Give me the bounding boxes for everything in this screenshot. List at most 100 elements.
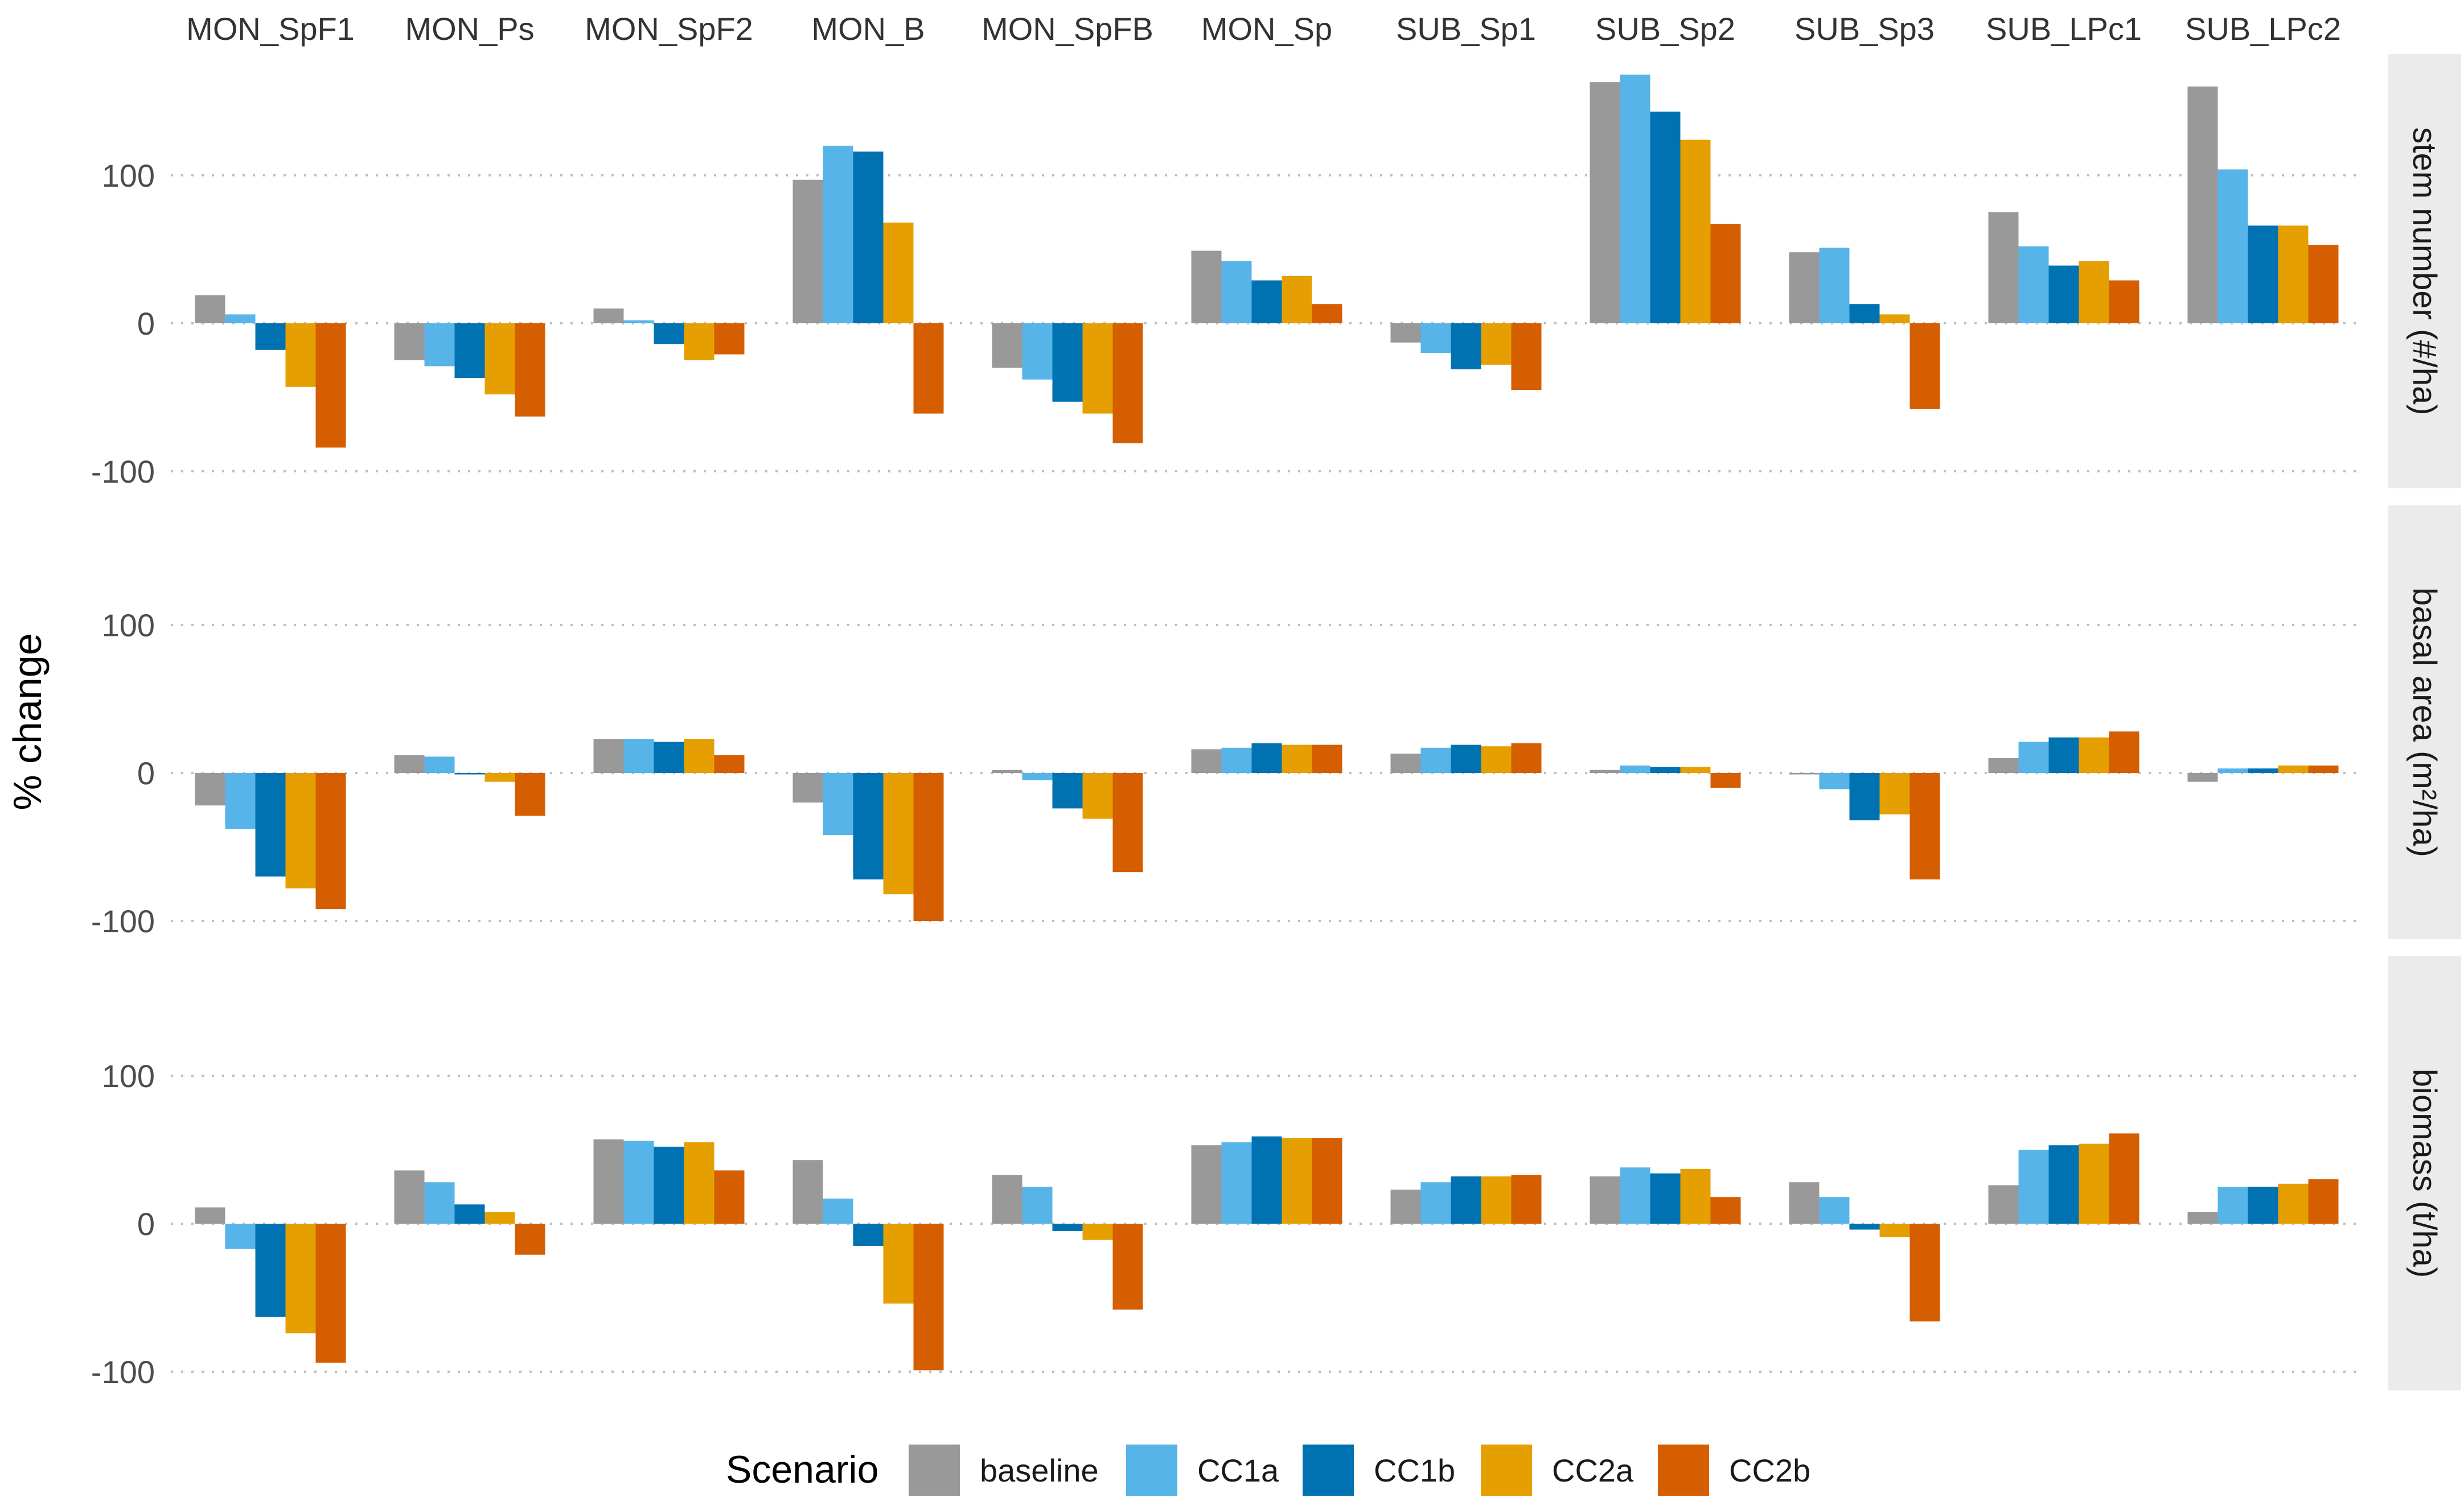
bar [1420,747,1451,773]
bar [1650,767,1681,773]
bar [2248,768,2278,773]
bar [1022,323,1053,380]
bar [992,770,1022,773]
bar [593,739,624,773]
bar [1909,1224,1940,1322]
legend-swatch [1303,1445,1354,1496]
bar [315,323,346,448]
bar [1221,1142,1252,1224]
bar [394,755,425,773]
bar [1420,323,1451,353]
y-tick-label: 100 [102,607,155,643]
bar [792,179,823,323]
bar [1988,1185,2019,1224]
panel-strip [2388,956,2461,1390]
bar [2187,87,2218,323]
bar [1849,1224,1880,1230]
bar [714,755,745,773]
bar [1849,773,1880,821]
bar [1251,280,1282,323]
bar [285,323,316,387]
bar [424,1182,455,1224]
bar [1282,1138,1312,1224]
bar [2079,261,2109,323]
bar [883,1224,914,1304]
bar [1112,773,1143,873]
bar [1191,749,1222,773]
bar [1590,82,1620,323]
category-header: SUB_LPc1 [1986,11,2142,47]
bar [913,323,944,414]
y-axis-tick-labels: -100 0 100 -100 0 100 -100 0 100 [91,158,155,1390]
bar [1022,1187,1053,1224]
bar [1511,323,1542,390]
bar [1251,1136,1282,1224]
bar [1052,773,1083,809]
category-header: MON_SpF2 [585,11,753,47]
bar [1819,773,1850,789]
bar [2048,737,2079,773]
bar [1221,747,1252,773]
legend-entry-label: CC1a [1197,1452,1279,1488]
bar [684,739,714,773]
bar [1710,224,1741,323]
bar [285,773,316,888]
bar [1650,1173,1681,1224]
bar [1680,1168,1711,1224]
category-header: SUB_Sp1 [1396,11,1536,47]
bar [195,773,225,806]
bar [823,1198,853,1224]
bar [654,1146,684,1224]
bar [2048,1145,2079,1224]
panel-strip-label: stem number (#/ha) [2406,127,2443,415]
bar [1312,744,1342,773]
bar [1879,314,1910,323]
bar [1620,1167,1650,1224]
bar [1511,1175,1542,1224]
y-tick-label: 0 [137,306,155,341]
bar [2109,280,2139,323]
bar [823,773,853,836]
bar [454,773,485,775]
bar [1710,1197,1741,1224]
legend-swatch [1126,1445,1177,1496]
bar [1451,323,1481,369]
bar [853,773,884,880]
bars [195,75,2339,1371]
bar [1221,261,1252,323]
bar [454,1204,485,1224]
bar [2109,731,2139,773]
bar [1789,773,1820,775]
bar [2308,1179,2339,1224]
category-header: SUB_LPc2 [2185,11,2341,47]
y-tick-label: 100 [102,1058,155,1094]
panel-strip-label: basal area (m²/ha) [2406,587,2443,857]
bar [623,1141,654,1224]
bar [1282,275,1312,323]
bar [2278,225,2309,323]
legend-swatch [1481,1445,1532,1496]
bar [1451,744,1481,773]
bar [225,314,256,323]
bar [1251,743,1282,773]
bar [714,1170,745,1224]
bar [394,323,425,360]
bar [823,146,853,323]
bar [1590,770,1620,773]
bar [1710,773,1741,788]
bar [2217,768,2248,773]
bar [394,1170,425,1224]
bar [1191,250,1222,323]
y-axis-label: % change [5,633,50,810]
bar [684,323,714,360]
bar [1680,139,1711,323]
bar [1112,323,1143,443]
legend-entry-label: CC1b [1374,1452,1455,1488]
bar [1789,252,1820,323]
bar [2248,225,2278,323]
bar [913,773,944,921]
bar [2109,1133,2139,1224]
bar [484,773,515,782]
bar [2308,245,2339,323]
category-header: MON_Ps [405,11,534,47]
